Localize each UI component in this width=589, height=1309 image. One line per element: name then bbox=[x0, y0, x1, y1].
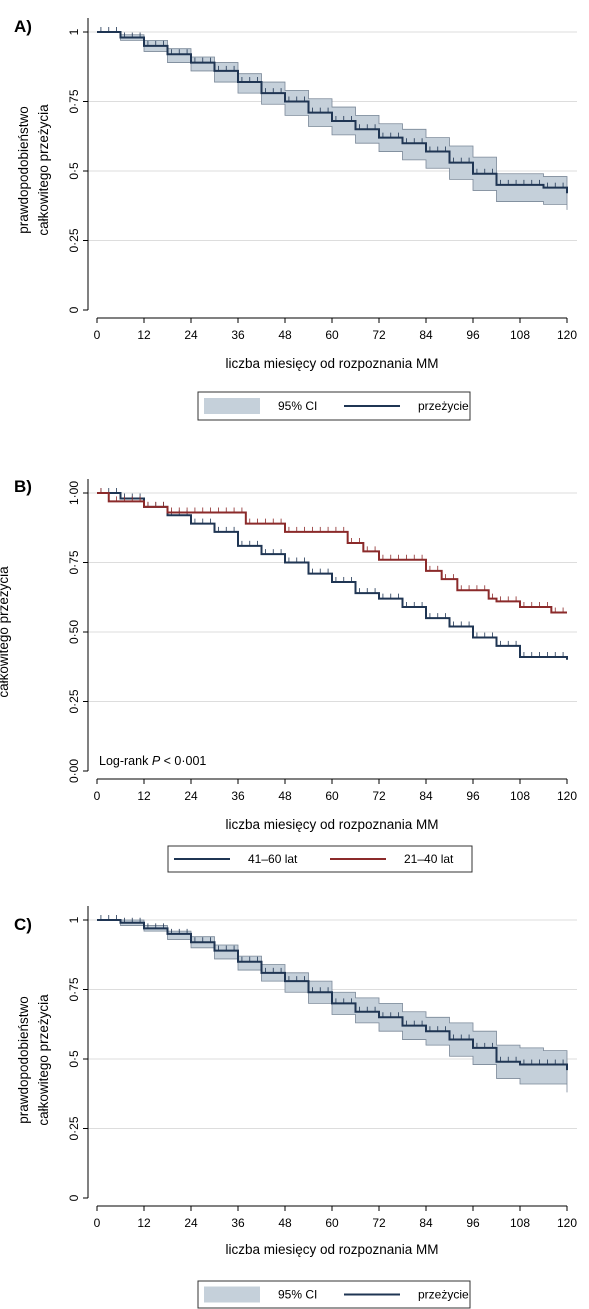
legend-label: 21–40 lat bbox=[404, 852, 454, 866]
x-tick-label: 108 bbox=[510, 328, 530, 342]
x-tick-label: 84 bbox=[419, 328, 433, 342]
legend-label: przeżycie bbox=[418, 399, 469, 413]
x-tick-label: 96 bbox=[466, 789, 480, 803]
y-tick-label: 1 bbox=[67, 28, 81, 35]
legend: 95% CI przeżycie bbox=[197, 391, 471, 421]
y-tick-label: 0·75 bbox=[67, 977, 81, 1001]
x-tick-label: 48 bbox=[278, 1216, 292, 1230]
y-tick-label: 0·50 bbox=[67, 620, 81, 644]
legend-swatch-area bbox=[204, 1286, 260, 1303]
x-tick-label: 12 bbox=[137, 328, 151, 342]
y-tick-label: 1·00 bbox=[67, 481, 81, 505]
x-tick-label: 60 bbox=[325, 789, 339, 803]
annot-prefix: Log-rank bbox=[99, 754, 152, 768]
y-tick-label: 0·00 bbox=[67, 759, 81, 783]
x-tick-label: 96 bbox=[466, 328, 480, 342]
chart-panel-3: C) 0 0·25 0·5 0·75 1 0 12 24 36 48 60 72 84 96 108 120 li… bbox=[14, 906, 577, 1309]
x-tick-label: 72 bbox=[372, 1216, 386, 1230]
y-tick-label: 0·25 bbox=[67, 689, 81, 713]
x-tick-label: 48 bbox=[278, 789, 292, 803]
survival-curve-1 bbox=[97, 919, 568, 1071]
legend-swatch-area bbox=[204, 398, 260, 414]
x-tick-label: 108 bbox=[510, 789, 530, 803]
y-tick-label: 0·25 bbox=[67, 1116, 81, 1140]
legend: 41–60 lat 21–40 lat bbox=[167, 845, 473, 873]
y-tick-label: 0 bbox=[67, 306, 81, 313]
x-tick-label: 48 bbox=[278, 328, 292, 342]
x-tick-label: 0 bbox=[94, 1216, 101, 1230]
annot-p: P bbox=[152, 754, 161, 768]
panel-label: C) bbox=[14, 915, 32, 934]
x-tick-label: 72 bbox=[372, 789, 386, 803]
x-tick-label: 120 bbox=[557, 789, 577, 803]
x-axis-title: liczba miesięcy od rozpoznania MM bbox=[225, 817, 438, 832]
panel-label: B) bbox=[14, 477, 32, 496]
survival-curve-1 bbox=[97, 492, 568, 660]
x-tick-label: 60 bbox=[325, 328, 339, 342]
legend-label: przeżycie bbox=[418, 1288, 469, 1302]
y-axis-title-line: prawdopodobieństwo bbox=[16, 996, 31, 1124]
y-tick-label: 0·75 bbox=[67, 89, 81, 113]
x-tick-label: 60 bbox=[325, 1216, 339, 1230]
x-tick-label: 0 bbox=[94, 328, 101, 342]
legend-label: 95% CI bbox=[278, 1288, 317, 1302]
y-axis-title-line: prawdopodobieństwo bbox=[16, 106, 31, 234]
y-tick-label: 0·25 bbox=[67, 228, 81, 252]
x-axis-title: liczba miesięcy od rozpoznania MM bbox=[225, 1242, 438, 1257]
x-tick-label: 24 bbox=[184, 328, 198, 342]
chart-panel-1: A) 0 0·25 0·5 0·75 1 0 12 24 36 48 60 72 84 96 108 120 li… bbox=[14, 17, 577, 421]
survival-curve-2 bbox=[97, 492, 567, 614]
y-tick-label: 0·75 bbox=[67, 550, 81, 574]
x-tick-label: 84 bbox=[419, 789, 433, 803]
x-tick-label: 12 bbox=[137, 789, 151, 803]
y-tick-label: 1 bbox=[67, 916, 81, 923]
x-tick-label: 24 bbox=[184, 789, 198, 803]
y-tick-label: 0·5 bbox=[67, 1050, 81, 1068]
logrank-annotation: Log-rank P < 0·001 bbox=[99, 754, 206, 768]
y-axis-title-line: całkowitego przeżycia bbox=[36, 104, 51, 236]
x-tick-label: 24 bbox=[184, 1216, 198, 1230]
x-tick-label: 84 bbox=[419, 1216, 433, 1230]
x-tick-label: 120 bbox=[557, 1216, 577, 1230]
y-tick-label: 0·5 bbox=[67, 162, 81, 180]
x-tick-label: 96 bbox=[466, 1216, 480, 1230]
x-tick-label: 36 bbox=[231, 328, 245, 342]
ci-band bbox=[97, 919, 568, 1093]
legend-label: 41–60 lat bbox=[248, 852, 298, 866]
legend-label: 95% CI bbox=[278, 399, 317, 413]
annot-suffix: < 0·001 bbox=[160, 754, 206, 768]
x-tick-label: 0 bbox=[94, 789, 101, 803]
legend: 95% CI przeżycie bbox=[197, 1280, 471, 1309]
x-tick-label: 36 bbox=[231, 789, 245, 803]
y-axis-title-line: całkowitego przeżycia bbox=[0, 566, 11, 698]
y-axis-title-line: całkowitego przeżycia bbox=[36, 994, 51, 1126]
x-tick-label: 72 bbox=[372, 328, 386, 342]
x-axis-title: liczba miesięcy od rozpoznania MM bbox=[225, 356, 438, 371]
x-tick-label: 12 bbox=[137, 1216, 151, 1230]
x-tick-label: 120 bbox=[557, 328, 577, 342]
x-tick-label: 108 bbox=[510, 1216, 530, 1230]
y-tick-label: 0 bbox=[67, 1194, 81, 1201]
x-tick-label: 36 bbox=[231, 1216, 245, 1230]
chart-panel-2: B) 0·00 0·25 0·50 0·75 1·00 0 12 24 36 48 60 72 84 96 1… bbox=[0, 477, 577, 873]
panel-label: A) bbox=[14, 17, 32, 36]
